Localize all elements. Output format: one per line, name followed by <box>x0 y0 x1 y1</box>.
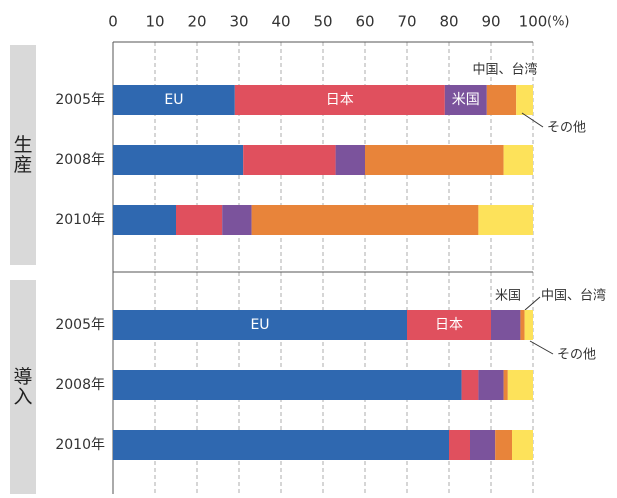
bar-segment <box>486 85 517 115</box>
x-axis-unit: (%) <box>547 15 570 30</box>
x-tick-label: 90 <box>481 13 500 31</box>
bar-segment <box>470 430 496 460</box>
bar-segment <box>113 85 235 115</box>
panel-label: 導入 <box>13 366 32 408</box>
bar-segment <box>113 145 244 175</box>
bar-segment <box>113 205 176 235</box>
panel-label: 生産 <box>13 134 32 176</box>
bar-segment <box>503 370 508 400</box>
bar-segment <box>503 145 533 175</box>
bar-segment <box>335 145 365 175</box>
y-tick-label: 2010年 <box>55 212 105 228</box>
bar-segment <box>449 430 470 460</box>
series-label: EU <box>250 317 269 333</box>
bar-segment <box>507 370 533 400</box>
bar-segment <box>251 205 479 235</box>
y-tick-label: 2005年 <box>55 92 105 108</box>
x-tick-label: 30 <box>229 13 248 31</box>
bar-segment <box>512 430 533 460</box>
bar-segment <box>520 310 525 340</box>
x-tick-label: 100 <box>519 13 548 31</box>
x-tick-label: 60 <box>355 13 374 31</box>
bar-segment <box>113 370 462 400</box>
bar-segment <box>491 310 521 340</box>
series-label: その他 <box>547 121 586 136</box>
bar-segment <box>243 145 336 175</box>
y-tick-label: 2008年 <box>55 152 105 168</box>
series-label: 米国 <box>452 92 480 108</box>
y-tick-label: 2010年 <box>55 437 105 453</box>
x-tick-label: 0 <box>108 13 118 31</box>
bar-segment <box>444 85 487 115</box>
x-tick-label: 20 <box>187 13 206 31</box>
bar-segment <box>478 205 533 235</box>
bar-segment <box>222 205 252 235</box>
bar-segment <box>113 310 407 340</box>
leader-line <box>529 340 554 355</box>
x-tick-label: 70 <box>397 13 416 31</box>
bar-segment <box>461 370 479 400</box>
bar-segment <box>234 85 445 115</box>
bar-segment <box>495 430 512 460</box>
x-tick-label: 40 <box>271 13 290 31</box>
bar-segment <box>524 310 533 340</box>
bar-segment <box>176 205 223 235</box>
bar-segment <box>113 430 449 460</box>
series-label: 日本 <box>326 92 354 108</box>
series-label: 中国、台湾 <box>541 288 606 304</box>
bar-segment <box>516 85 533 115</box>
series-label: 日本 <box>435 317 463 333</box>
x-tick-label: 50 <box>313 13 332 31</box>
panel-box <box>10 45 36 265</box>
bar-segment <box>478 370 504 400</box>
x-tick-label: 80 <box>439 13 458 31</box>
series-label: 中国、台湾 <box>472 62 537 78</box>
series-label: EU <box>164 92 183 108</box>
panel-box <box>10 280 36 494</box>
y-tick-label: 2005年 <box>55 317 105 333</box>
x-tick-label: 10 <box>145 13 164 31</box>
leader-line <box>524 296 541 311</box>
leader-line <box>521 112 544 128</box>
series-label: 米国 <box>495 289 521 304</box>
series-label: その他 <box>557 348 596 363</box>
bar-segment <box>407 310 491 340</box>
bar-segment <box>365 145 504 175</box>
y-tick-label: 2008年 <box>55 377 105 393</box>
